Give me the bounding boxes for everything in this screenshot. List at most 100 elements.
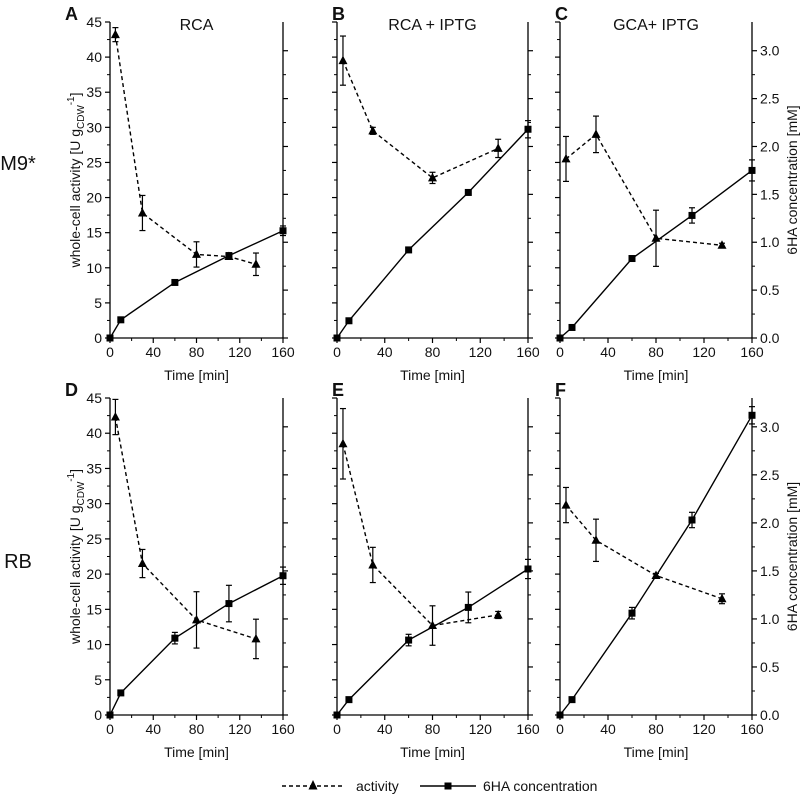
y-right-tick-label: 0.0 bbox=[760, 330, 780, 346]
y-right-tick-label: 1.5 bbox=[760, 563, 780, 579]
row-label-rb: RB bbox=[4, 551, 32, 573]
activity-point bbox=[561, 153, 571, 163]
y-right-tick-label: 1.5 bbox=[760, 186, 780, 202]
panel-D: 0 40 80 120 160 Time [min] 0 5 10 15 20 25 30 35 40 45 D bbox=[65, 380, 295, 760]
y-right-axis-label: 6HA concentration [mM] bbox=[784, 482, 800, 631]
y-left-axis-label-sub: CDW bbox=[76, 105, 87, 129]
y-left-tick-label: 15 bbox=[86, 225, 102, 241]
y-right-tick-label: 2.0 bbox=[760, 138, 780, 154]
activity-point bbox=[110, 29, 120, 39]
y-left-tick-label: 20 bbox=[86, 566, 102, 582]
concentration-point bbox=[333, 711, 341, 719]
concentration-point bbox=[524, 125, 532, 133]
y-right-tick-label: 3.0 bbox=[760, 43, 780, 59]
concentration-point bbox=[748, 411, 756, 419]
concentration-series-line bbox=[336, 128, 529, 339]
concentration-point bbox=[279, 227, 287, 235]
y-left-tick-label: 0 bbox=[94, 330, 102, 346]
concentration-point bbox=[345, 317, 353, 325]
activity-point bbox=[251, 633, 261, 643]
concentration-point bbox=[117, 689, 125, 697]
y-left-tick-label: 10 bbox=[86, 637, 102, 653]
x-tick-label: 40 bbox=[145, 344, 161, 360]
x-tick-label: 120 bbox=[692, 344, 716, 360]
y-left-axis-label-sup: -1 bbox=[66, 472, 77, 481]
concentration-point bbox=[568, 696, 576, 704]
y-left-tick-label: 25 bbox=[86, 154, 102, 170]
concentration-point bbox=[524, 565, 532, 573]
x-tick-label: 80 bbox=[648, 344, 664, 360]
y-left-axis-label: whole-cell activity [U gCDW-1] bbox=[66, 469, 87, 645]
y-left-tick-label: 10 bbox=[86, 260, 102, 276]
y-left-axis-label-sup: -1 bbox=[66, 96, 77, 105]
x-tick-label: 80 bbox=[425, 721, 441, 737]
y-left-tick-label: 35 bbox=[86, 84, 102, 100]
concentration-point bbox=[748, 166, 756, 174]
panel-F: 0 40 80 120 160 Time [min] 0.0 0.5 1.0 1.5 2.0 2.5 3… bbox=[555, 380, 780, 760]
y-left-axis-label-text: whole-cell activity [U g bbox=[67, 506, 83, 646]
concentration-point bbox=[405, 636, 413, 644]
concentration-point bbox=[225, 252, 233, 260]
panel-title: RCA bbox=[180, 17, 214, 34]
activity-series-line bbox=[114, 34, 257, 265]
panel-title: RCA + IPTG bbox=[388, 17, 476, 34]
concentration-point bbox=[225, 600, 233, 608]
concentration-point bbox=[568, 323, 576, 331]
panel-title: GCA+ IPTG bbox=[613, 17, 699, 34]
x-tick-label: 160 bbox=[516, 344, 540, 360]
y-right-tick-label: 0.5 bbox=[760, 282, 780, 298]
activity-point bbox=[137, 558, 147, 568]
x-axis-label: Time [min] bbox=[624, 744, 689, 760]
activity-point bbox=[493, 609, 503, 619]
activity-series-line bbox=[565, 133, 723, 247]
concentration-point bbox=[556, 334, 564, 342]
x-tick-label: 0 bbox=[333, 721, 341, 737]
y-right-tick-label: 0.5 bbox=[760, 659, 780, 675]
activity-point bbox=[717, 593, 727, 603]
x-axis-label: Time [min] bbox=[624, 367, 689, 383]
x-tick-label: 120 bbox=[469, 344, 493, 360]
activity-series-line bbox=[342, 443, 499, 627]
x-axis-label: Time [min] bbox=[164, 367, 229, 383]
concentration-point bbox=[117, 316, 125, 324]
panel-A: 0 40 80 120 160 Time [min] 0 5 10 15 20 25 30 35 40 45 A… bbox=[65, 4, 295, 383]
concentration-point bbox=[279, 572, 287, 580]
y-right-axis-label: 6HA concentration [mM] bbox=[784, 105, 800, 254]
x-tick-label: 40 bbox=[145, 721, 161, 737]
concentration-point bbox=[628, 609, 636, 617]
activity-point bbox=[192, 249, 201, 258]
x-tick-label: 120 bbox=[692, 721, 716, 737]
x-axis-label: Time [min] bbox=[400, 367, 465, 383]
y-left-tick-label: 0 bbox=[94, 707, 102, 723]
activity-point bbox=[493, 143, 503, 152]
panel-letter: F bbox=[555, 380, 566, 400]
activity-point bbox=[338, 55, 348, 65]
y-left-axis-label-text: whole-cell activity [U g bbox=[67, 129, 83, 269]
y-left-tick-label: 25 bbox=[86, 531, 102, 547]
x-tick-label: 80 bbox=[648, 721, 664, 737]
y-left-tick-label: 30 bbox=[86, 119, 102, 135]
activity-series-line bbox=[565, 504, 723, 600]
activity-point bbox=[561, 500, 571, 509]
x-tick-label: 160 bbox=[740, 344, 764, 360]
y-left-axis-label-end: ] bbox=[67, 93, 83, 97]
y-left-axis-label: whole-cell activity [U gCDW-1] bbox=[66, 93, 87, 269]
concentration-point bbox=[345, 696, 353, 704]
y-right-tick-label: 0.0 bbox=[760, 707, 780, 723]
panel-C: 0 40 80 120 160 Time [min] 0.0 0.5 1.0 1.5 2.0 2.5 3… bbox=[555, 4, 780, 383]
concentration-point bbox=[106, 711, 114, 719]
x-tick-label: 160 bbox=[271, 344, 295, 360]
panel-letter: A bbox=[65, 4, 78, 24]
legend-concentration-label: 6HA concentration bbox=[483, 778, 597, 794]
y-right-tick-label: 2.5 bbox=[760, 91, 780, 107]
y-left-tick-label: 5 bbox=[94, 672, 102, 688]
y-left-tick-label: 5 bbox=[94, 295, 102, 311]
y-right-tick-label: 2.0 bbox=[760, 515, 780, 531]
activity-point bbox=[428, 620, 437, 630]
activity-point bbox=[137, 208, 147, 217]
legend: activity 6HA concentration bbox=[282, 778, 597, 794]
concentration-series-line bbox=[559, 414, 753, 716]
activity-series-line bbox=[342, 60, 499, 179]
y-right-tick-label: 1.0 bbox=[760, 234, 780, 250]
